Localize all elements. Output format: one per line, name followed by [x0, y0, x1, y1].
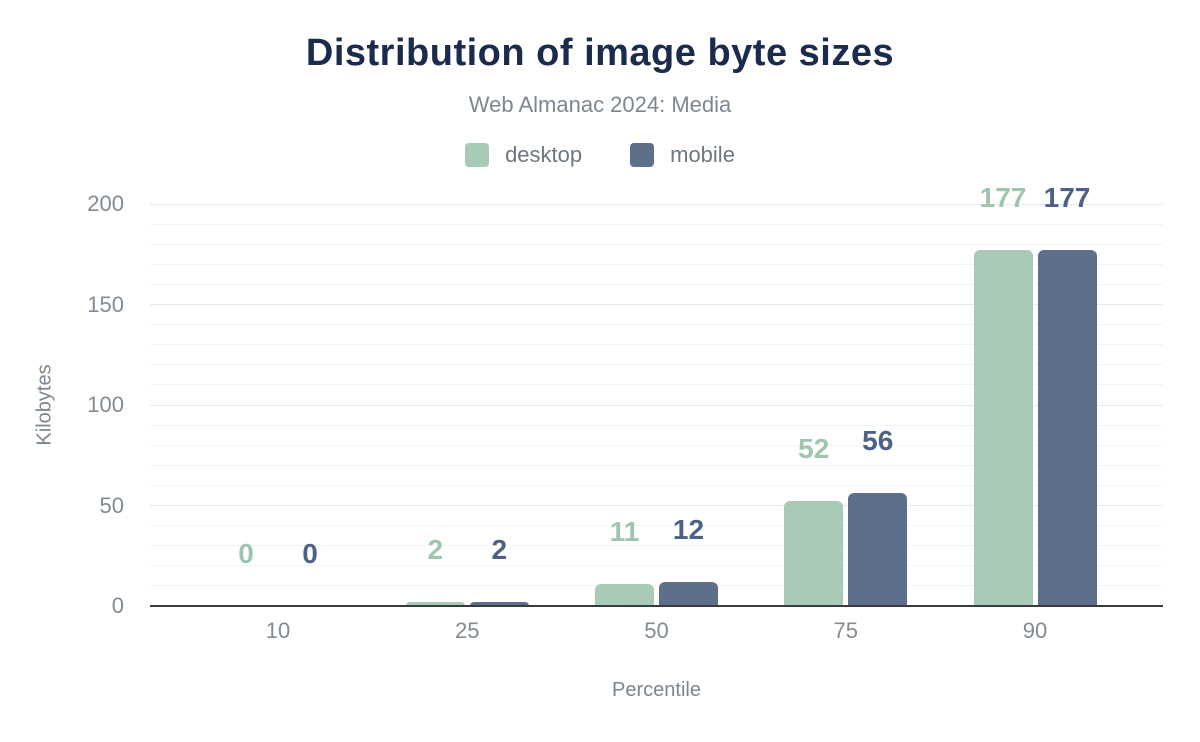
y-tick-150: 150: [87, 291, 124, 317]
x-tick-10: 10: [265, 618, 291, 643]
desktop-bar-p75[interactable]: [784, 501, 844, 606]
legend-item-mobile[interactable]: mobile: [630, 142, 735, 168]
desktop-bar-p50[interactable]: [595, 583, 654, 606]
gridline-50: [150, 505, 1163, 506]
gridline-20: [150, 565, 1163, 567]
x-axis-tick-labels: 10 25 50 75 90: [150, 618, 1163, 648]
legend: desktop mobile: [0, 142, 1200, 168]
gridline-170: [150, 263, 1163, 265]
desktop-value-label-p50: 11: [609, 515, 640, 547]
gridline-40: [150, 525, 1163, 527]
mobile-value-label-p90: 177: [1043, 182, 1091, 214]
legend-item-desktop[interactable]: desktop: [465, 142, 582, 168]
mobile-value-label-p75: 56: [862, 425, 894, 457]
desktop-value-label-p75: 52: [798, 433, 830, 465]
gridline-160: [150, 283, 1163, 285]
mobile-series-swatch: [630, 143, 655, 167]
mobile-bar-p50[interactable]: [659, 581, 718, 606]
desktop-value-label-p25: 2: [427, 533, 444, 565]
gridline-180: [150, 243, 1163, 245]
mobile-bar-p90[interactable]: [1037, 250, 1097, 606]
mobile-value-label-p10: 0: [302, 538, 318, 569]
gridline-190: [150, 223, 1163, 225]
legend-label-mobile: mobile: [670, 142, 735, 167]
gridline-70: [150, 464, 1163, 466]
desktop-value-label-p90: 177: [979, 182, 1027, 214]
gridline-30: [150, 545, 1163, 547]
mobile-bar-p75[interactable]: [848, 493, 908, 606]
mobile-value-label-p50: 12: [672, 513, 705, 545]
gridline-10: [150, 585, 1163, 587]
gridline-150: [150, 304, 1163, 305]
gridline-140: [150, 324, 1163, 326]
gridline-90: [150, 424, 1163, 426]
x-tick-50: 50: [644, 618, 669, 643]
y-tick-50: 50: [99, 492, 124, 518]
chart-subtitle: Web Almanac 2024: Media: [468, 92, 732, 117]
y-tick-200: 200: [87, 191, 124, 216]
y-tick-0: 0: [111, 593, 124, 618]
gridline-60: [150, 484, 1163, 486]
x-axis-line: [150, 605, 1163, 607]
y-axis-tick-labels: 0 50 100 150 200: [0, 191, 137, 618]
desktop-value-label-p10: 0: [238, 538, 254, 569]
gridline-130: [150, 344, 1163, 346]
x-tick-75: 75: [833, 618, 858, 643]
gridline-120: [150, 364, 1163, 366]
plot-area: 0 0 2 2 11 12 52 56 177 177: [150, 182, 1163, 607]
x-tick-25: 25: [455, 618, 480, 643]
mobile-value-label-p25: 2: [491, 533, 508, 565]
x-axis-title: Percentile: [612, 679, 701, 701]
chart-title: Distribution of image byte sizes: [305, 32, 895, 74]
y-tick-100: 100: [87, 392, 124, 417]
x-tick-90: 90: [1022, 618, 1048, 643]
mobile-bar-p25[interactable]: [469, 601, 529, 606]
desktop-series-swatch: [465, 143, 490, 167]
gridline-100: [150, 404, 1163, 406]
gridline-200: [150, 203, 1163, 205]
desktop-bar-p25[interactable]: [405, 601, 465, 606]
gridline-80: [150, 444, 1163, 446]
gridline-110: [150, 384, 1163, 386]
desktop-bar-p90[interactable]: [973, 250, 1033, 606]
legend-label-desktop: desktop: [505, 142, 583, 167]
